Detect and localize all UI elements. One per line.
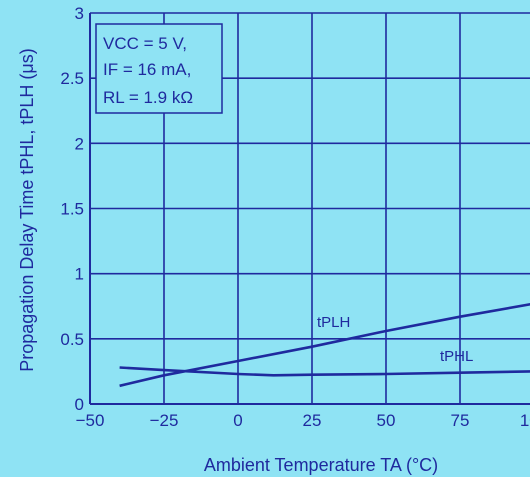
x-tick-label: −25: [150, 411, 179, 430]
x-tick-label: 100: [520, 411, 530, 430]
series-line-tphl: [119, 366, 530, 377]
x-axis-title: Ambient Temperature TA (°C): [204, 455, 438, 475]
y-tick-label: 2.5: [60, 69, 84, 88]
series-label-tplh: tPLH: [317, 314, 350, 331]
condition-rl: RL = 1.9 kΩ: [103, 88, 193, 107]
axis-frame: [89, 13, 530, 405]
y-tick-labels: 0 0.5 1 1.5 2 2.5 3: [60, 4, 84, 414]
x-tick-label: 25: [303, 411, 322, 430]
y-axis-title: Propagation Delay Time tPHL, tPLH (μs): [17, 48, 37, 372]
y-tick-label: 0: [75, 395, 84, 414]
conditions-box-frame: [95, 23, 223, 114]
x-tick-label: 75: [451, 411, 470, 430]
y-tick-label: 1.5: [60, 200, 84, 219]
x-tick-label: 0: [233, 411, 242, 430]
y-tick-label: 1: [75, 265, 84, 284]
conditions-box: VCC = 5 V, IF = 16 mA, RL = 1.9 kΩ: [95, 23, 223, 114]
series-lines: [119, 302, 530, 388]
series-label-tphl: tPHL: [440, 348, 473, 365]
x-tick-label: 50: [377, 411, 396, 430]
y-tick-label: 3: [75, 4, 84, 23]
x-tick-labels: −50 −25 0 25 50 75 100: [76, 411, 530, 430]
y-tick-label: 2: [75, 134, 84, 153]
condition-if: IF = 16 mA,: [103, 60, 191, 79]
y-tick-label: 0.5: [60, 330, 84, 349]
series-line-tplh: [119, 302, 530, 388]
x-tick-label: −50: [76, 411, 105, 430]
condition-vcc: VCC = 5 V,: [103, 34, 187, 53]
